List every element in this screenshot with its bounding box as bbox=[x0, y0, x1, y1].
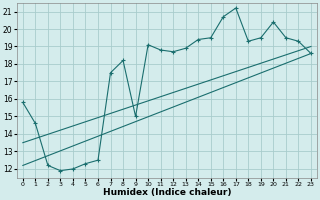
X-axis label: Humidex (Indice chaleur): Humidex (Indice chaleur) bbox=[103, 188, 231, 197]
